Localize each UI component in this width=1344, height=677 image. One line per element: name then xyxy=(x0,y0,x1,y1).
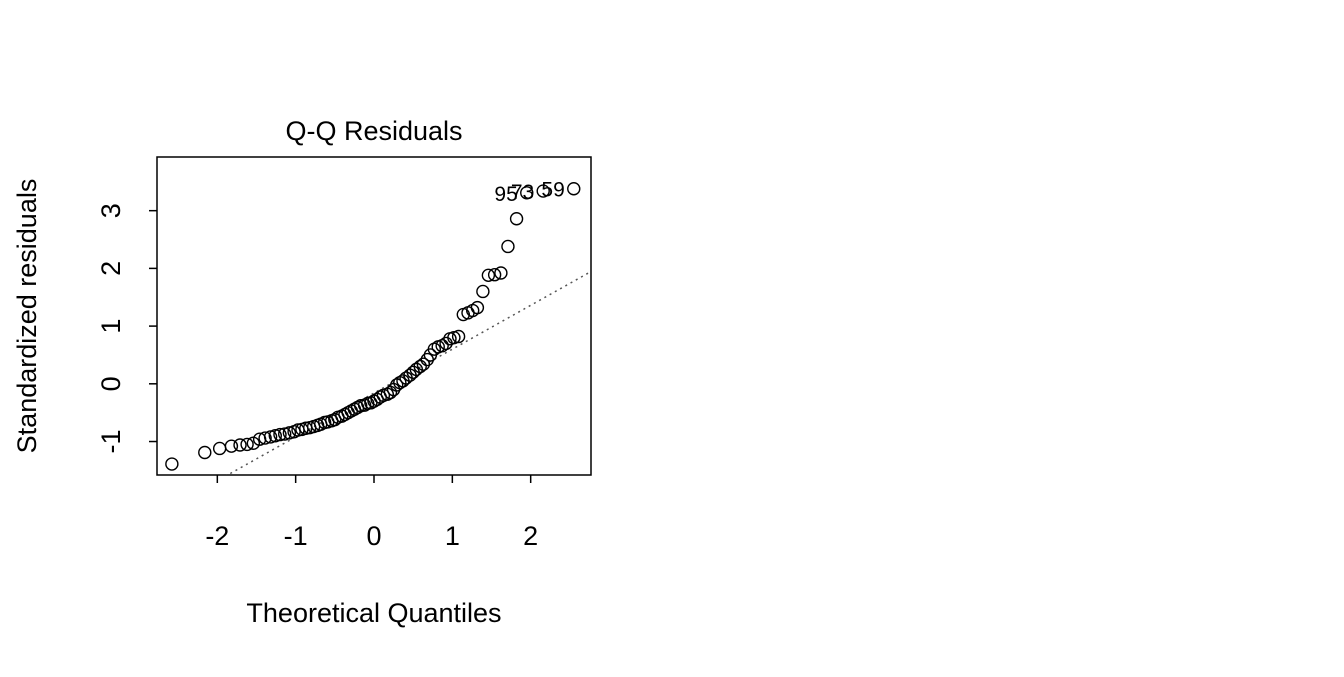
y-tick-label: 2 xyxy=(96,261,126,276)
y-axis-title: Standardized residuals xyxy=(12,179,42,454)
point xyxy=(501,239,515,254)
x-axis-title: Theoretical Quantiles xyxy=(246,598,501,628)
x-tick-label: -1 xyxy=(284,521,308,551)
point xyxy=(233,438,247,452)
point xyxy=(567,182,581,196)
point xyxy=(165,457,179,471)
point xyxy=(273,427,287,442)
point xyxy=(476,284,490,299)
y-tick-label: -1 xyxy=(96,430,126,454)
x-tick-label: 2 xyxy=(523,521,538,551)
y-tick-label: 1 xyxy=(96,319,126,334)
point xyxy=(520,186,534,200)
point xyxy=(536,184,550,198)
point xyxy=(258,431,272,445)
y-tick-label: 0 xyxy=(96,376,126,391)
point xyxy=(224,439,239,453)
point xyxy=(277,427,292,441)
x-tick-label: 1 xyxy=(445,521,460,551)
point xyxy=(447,330,461,345)
point-label: 73 xyxy=(511,181,534,204)
point xyxy=(268,429,282,443)
point xyxy=(416,357,431,371)
point xyxy=(240,437,254,452)
point xyxy=(481,268,496,283)
chart-title: Q-Q Residuals xyxy=(285,116,462,146)
point xyxy=(409,362,424,377)
point xyxy=(413,359,427,374)
reference-line xyxy=(226,270,591,475)
point xyxy=(263,430,278,444)
x-tick-label: -2 xyxy=(205,521,229,551)
point-label: 59 xyxy=(541,179,564,202)
point-label: 95 xyxy=(494,183,517,206)
x-tick-label: 0 xyxy=(366,521,381,551)
y-tick-label: 3 xyxy=(96,203,126,218)
point xyxy=(357,398,372,412)
point xyxy=(494,266,508,280)
point xyxy=(487,268,502,282)
point xyxy=(198,445,212,460)
plot-area xyxy=(226,270,591,475)
point xyxy=(470,300,485,315)
point xyxy=(282,426,297,440)
point xyxy=(451,329,466,344)
point xyxy=(509,212,524,226)
